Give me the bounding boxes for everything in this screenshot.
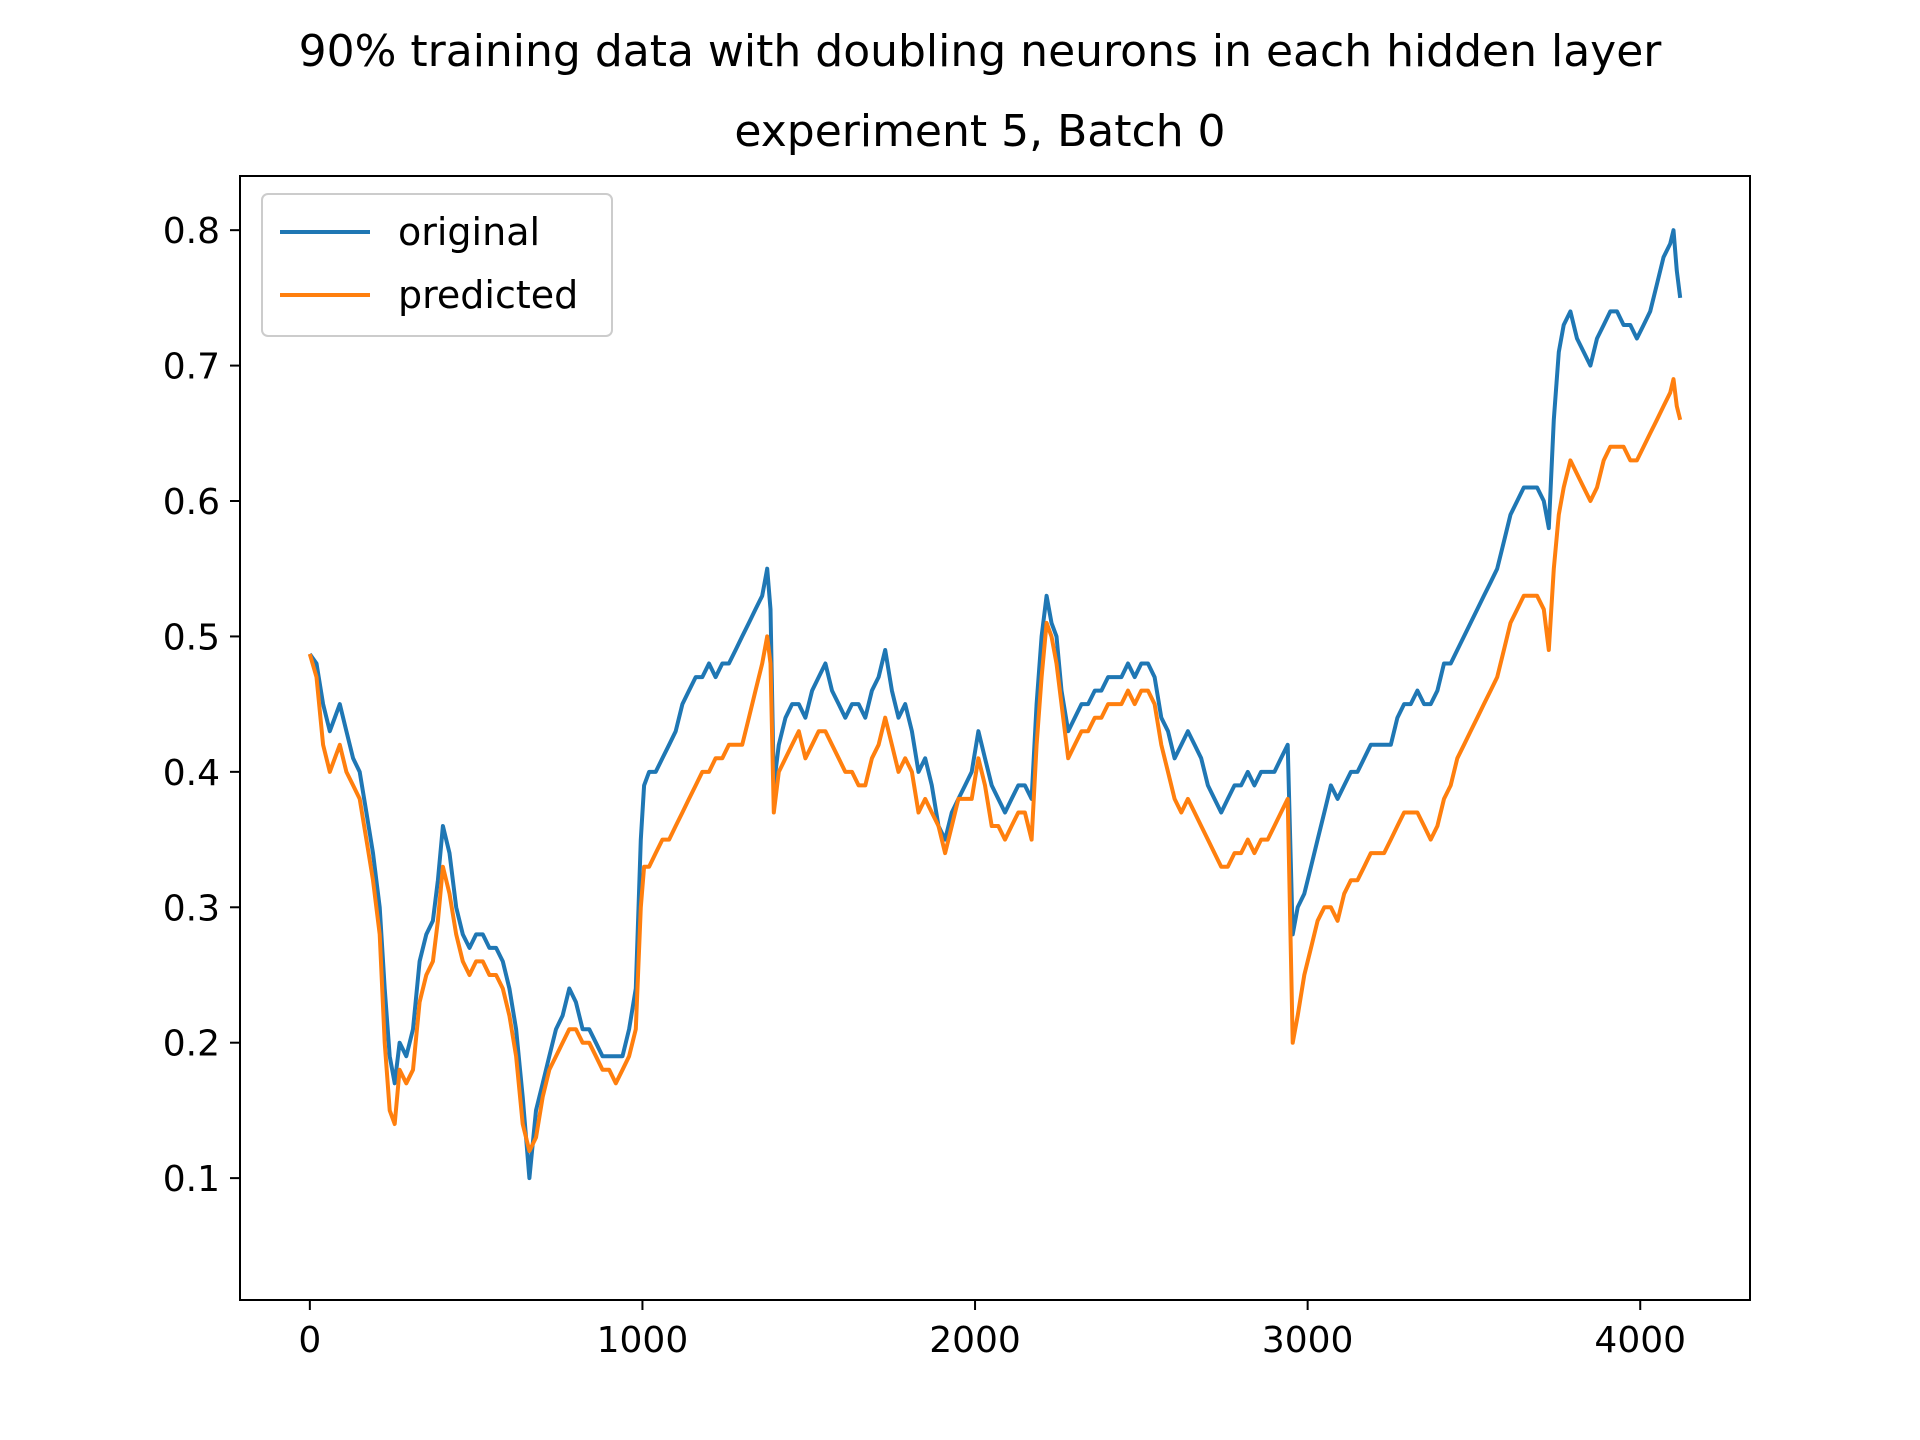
y-tick-label: 0.7: [163, 347, 220, 388]
y-tick-label: 0.8: [163, 211, 220, 252]
chart-subtitle: experiment 5, Batch 0: [734, 106, 1225, 157]
y-tick-label: 0.4: [163, 753, 220, 794]
legend-label-original: original: [398, 210, 540, 254]
y-axis: 0.1 0.2 0.3 0.4 0.5 0.6 0.7 0.8: [163, 211, 240, 1200]
legend-label-predicted: predicted: [398, 273, 578, 317]
y-tick-label: 0.2: [163, 1024, 220, 1065]
legend-box: [261, 193, 613, 337]
chart-title: 90% training data with doubling neurons …: [299, 26, 1663, 77]
series-group: [307, 228, 1683, 1181]
series-line-original: [308, 228, 1683, 1181]
x-tick-label: 2000: [929, 1320, 1021, 1361]
series-line-predicted: [307, 377, 1683, 1153]
x-axis: 0 1000 2000 3000 4000: [298, 1300, 1686, 1361]
plot-frame: [239, 175, 1751, 1301]
x-tick-label: 0: [298, 1320, 321, 1361]
plot-area: [239, 175, 1751, 1301]
plot-background: [240, 176, 1750, 1300]
x-tick-label: 3000: [1262, 1320, 1354, 1361]
x-tick-label: 1000: [597, 1320, 689, 1361]
y-tick-label: 0.5: [163, 617, 220, 658]
y-tick-label: 0.1: [163, 1159, 220, 1200]
x-tick-label: 4000: [1594, 1320, 1686, 1361]
y-tick-label: 0.6: [163, 482, 220, 523]
y-tick-label: 0.3: [163, 888, 220, 929]
legend: original predicted: [261, 193, 613, 337]
